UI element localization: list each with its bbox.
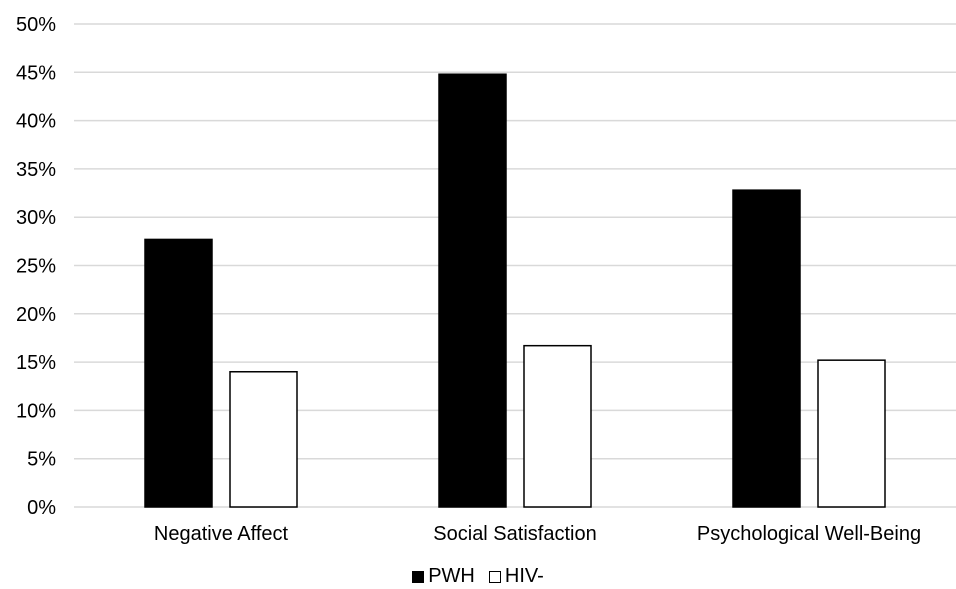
- x-axis-tick-labels: Negative Affect Social Satisfaction Psycho…: [154, 523, 921, 545]
- bar-hiv--2: [817, 359, 886, 508]
- y-tick-label: 10%: [16, 400, 56, 422]
- y-tick-label: 5%: [27, 449, 56, 471]
- legend-label-pwh: PWH: [428, 565, 475, 587]
- y-tick-label: 15%: [16, 352, 56, 374]
- legend-label-hiv-negative: HIV-: [504, 565, 544, 587]
- y-tick-label: 50%: [16, 14, 56, 36]
- legend-item-hiv-negative: HIV-: [488, 565, 544, 588]
- legend-swatch-pwh: [412, 570, 425, 583]
- y-tick-label: 30%: [16, 207, 56, 229]
- legend-item-pwh: PWH: [412, 565, 475, 588]
- y-tick-label: 35%: [16, 159, 56, 181]
- gridlines: [74, 23, 956, 508]
- bar-pwh-0: [144, 238, 213, 508]
- x-tick-label: Negative Affect: [154, 523, 289, 545]
- bar-pwh-1: [438, 73, 507, 508]
- bar-pwh-2: [732, 189, 801, 508]
- bar-hiv--0: [229, 371, 298, 508]
- y-tick-label: 25%: [16, 256, 56, 278]
- bar-hiv--1: [523, 344, 592, 508]
- y-tick-label: 45%: [16, 62, 56, 84]
- legend-swatch-hiv-negative: [488, 570, 501, 583]
- y-axis-tick-labels: 0% 5% 10% 15% 20% 25% 30% 35% 40% 45% 50%: [16, 14, 56, 519]
- y-tick-label: 20%: [16, 304, 56, 326]
- x-tick-label: Social Satisfaction: [433, 523, 596, 545]
- legend: PWH HIV-: [0, 565, 956, 588]
- y-tick-label: 40%: [16, 111, 56, 133]
- bars: [144, 73, 886, 508]
- y-tick-label: 0%: [27, 497, 56, 519]
- x-tick-label: Psychological Well-Being: [697, 523, 921, 545]
